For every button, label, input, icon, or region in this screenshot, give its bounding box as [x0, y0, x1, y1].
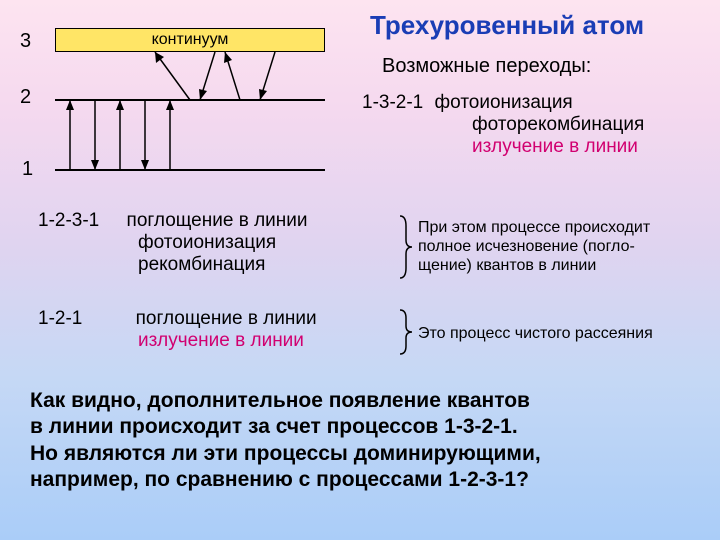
transition-121: 1-2-1 поглощение в линии излучение в лин… — [38, 308, 317, 352]
brace-icon — [396, 214, 414, 280]
transition-1321-line2: излучение в линии — [472, 136, 638, 158]
transition-121-route: 1-2-1 — [38, 308, 82, 329]
transition-1321-line0: фотоионизация — [435, 92, 573, 113]
energy-level-diagram — [0, 20, 350, 200]
note-1-line0: При этом процессе происходит — [418, 219, 650, 236]
slide-title: Трехуровенный атом — [370, 10, 644, 41]
transition-1321-route: 1-3-2-1 — [362, 92, 423, 113]
transition-1231-line0: поглощение в линии — [127, 210, 308, 231]
arrows-1-2 — [66, 100, 174, 170]
subtitle-transitions: Возможные переходы: — [382, 55, 591, 78]
transition-121-line0: поглощение в линии — [136, 308, 317, 329]
bottom-line0: Как видно, дополнительное появление кван… — [30, 389, 530, 412]
bottom-paragraph: Как видно, дополнительное появление кван… — [30, 388, 541, 493]
bottom-line3: например, по сравнению с процессами 1-2-… — [30, 468, 529, 491]
transition-1231: 1-2-3-1 поглощение в линии фотоионизация… — [38, 210, 308, 276]
transition-1231-route: 1-2-3-1 — [38, 210, 99, 231]
transition-1321-line1: фоторекомбинация — [472, 114, 644, 136]
note-2-line0: Это процесс чистого рассеяния — [418, 325, 653, 342]
bottom-line1: в линии происходит за счет процессов 1-3… — [30, 415, 518, 438]
note-1-line1: полное исчезновение (погло- — [418, 238, 635, 255]
note-2: Это процесс чистого рассеяния — [418, 324, 653, 343]
arrows-2-3 — [155, 52, 275, 100]
transition-1321: 1-3-2-1 фотоионизация фоторекомбинация и… — [362, 92, 644, 158]
transition-1231-line1: фотоионизация — [138, 232, 276, 254]
transition-1231-line2: рекомбинация — [138, 254, 265, 276]
note-1-line2: щение) квантов в линии — [418, 257, 596, 274]
note-1: При этом процессе происходит полное исче… — [418, 218, 650, 276]
transition-121-line1: излучение в линии — [138, 330, 304, 352]
brace-icon — [396, 308, 414, 356]
bottom-line2: Но являются ли эти процессы доминирующим… — [30, 442, 541, 465]
